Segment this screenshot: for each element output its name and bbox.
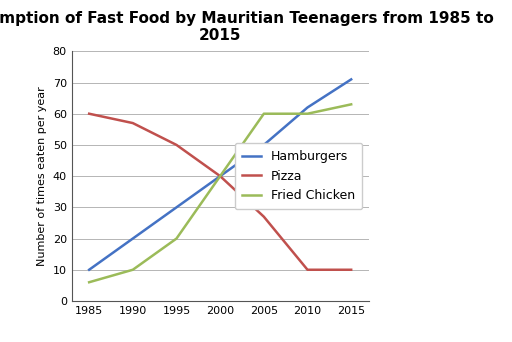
Fried Chicken — [130, 268, 136, 272]
Title: Consumption of Fast Food by Mauritian Teenagers from 1985 to
2015: Consumption of Fast Food by Mauritian Te… — [0, 11, 494, 43]
Hamburgers — [305, 105, 311, 109]
Pizza — [305, 268, 311, 272]
Legend: Hamburgers, Pizza, Fried Chicken: Hamburgers, Pizza, Fried Chicken — [234, 143, 362, 209]
Pizza — [217, 174, 223, 178]
Line: Pizza: Pizza — [89, 114, 351, 270]
Hamburgers — [174, 205, 180, 209]
Pizza — [174, 143, 180, 147]
Y-axis label: Number of times eaten per year: Number of times eaten per year — [37, 86, 47, 266]
Fried Chicken — [305, 111, 311, 116]
Line: Hamburgers: Hamburgers — [89, 79, 351, 270]
Pizza — [86, 111, 92, 116]
Pizza — [130, 121, 136, 125]
Fried Chicken — [261, 111, 267, 116]
Pizza — [261, 215, 267, 219]
Hamburgers — [348, 77, 354, 81]
Hamburgers — [261, 143, 267, 147]
Hamburgers — [86, 268, 92, 272]
Fried Chicken — [217, 174, 223, 178]
Fried Chicken — [348, 102, 354, 106]
Fried Chicken — [174, 237, 180, 241]
Hamburgers — [130, 237, 136, 241]
Fried Chicken — [86, 280, 92, 284]
Line: Fried Chicken: Fried Chicken — [89, 104, 351, 282]
Hamburgers — [217, 174, 223, 178]
Pizza — [348, 268, 354, 272]
